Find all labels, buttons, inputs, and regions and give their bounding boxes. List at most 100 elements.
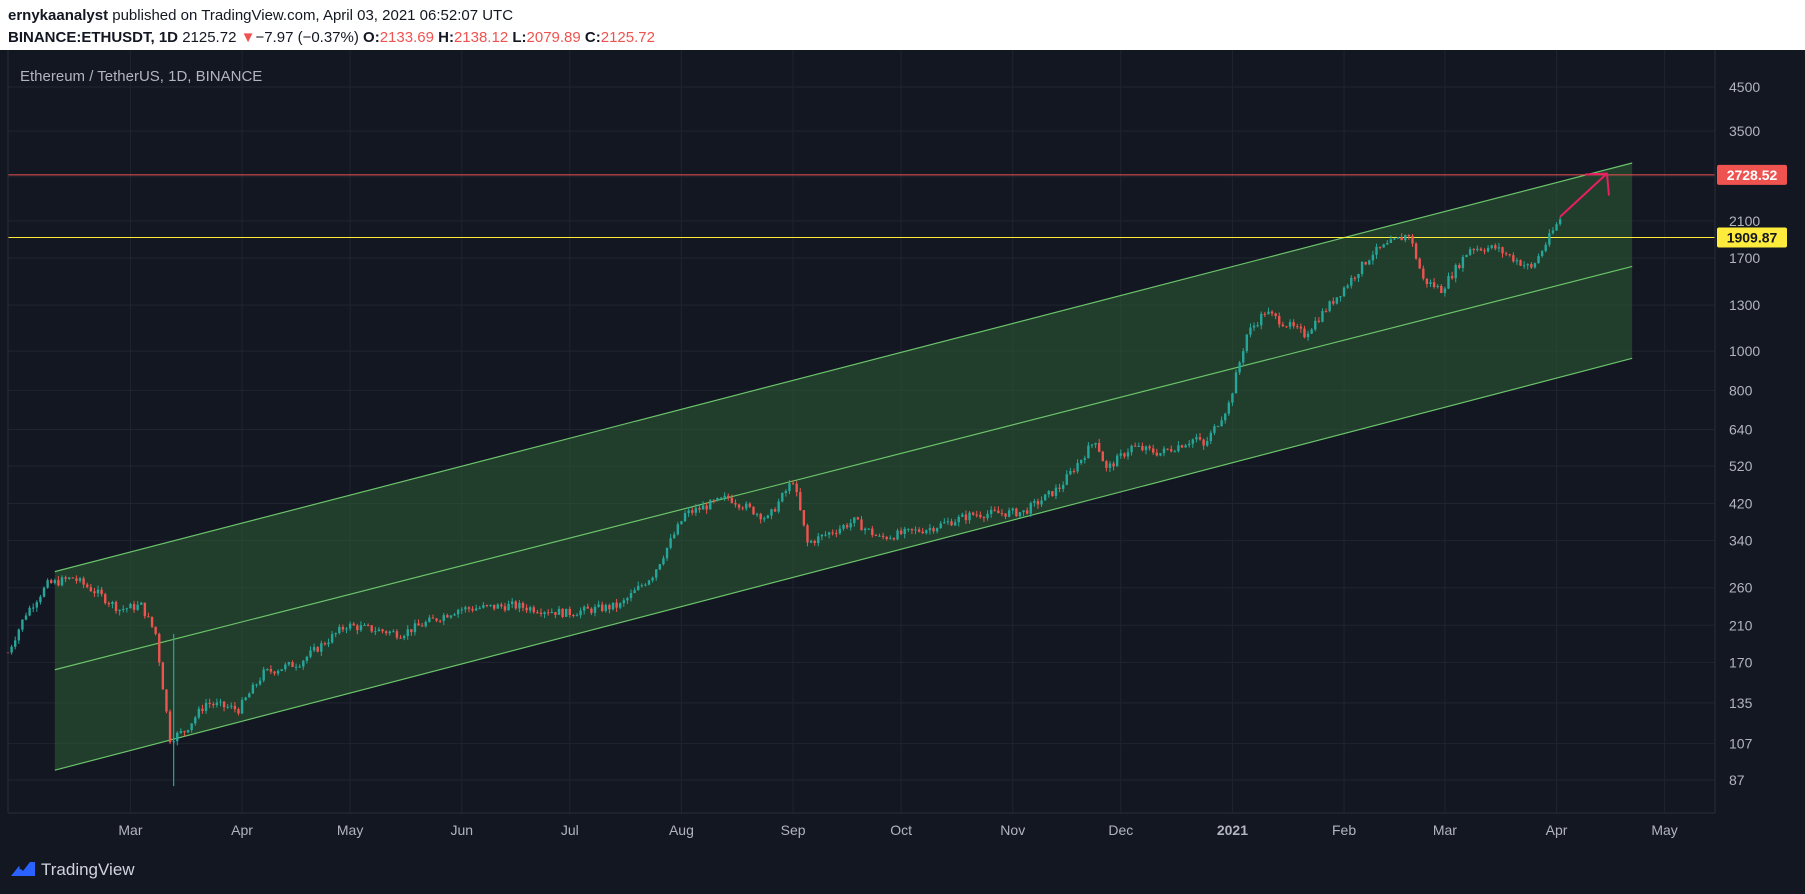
candle-body xyxy=(1533,263,1537,268)
candle-body xyxy=(1328,301,1331,312)
candle-body xyxy=(24,615,28,620)
candle-body xyxy=(914,529,917,531)
chart-canvas[interactable]: 4500350027002100170013001000800640520420… xyxy=(0,50,1805,847)
candle-body xyxy=(979,514,982,518)
candle-body xyxy=(1292,322,1295,327)
price-axis-tick-label: 640 xyxy=(1729,422,1753,438)
candle-body xyxy=(741,507,744,509)
candle-body xyxy=(122,609,125,611)
candle-body xyxy=(460,609,463,611)
candle-body xyxy=(1206,441,1209,446)
candle-body xyxy=(143,602,147,617)
candle-body xyxy=(1332,301,1335,304)
candle-body xyxy=(1508,254,1511,256)
candle-body xyxy=(1115,455,1119,467)
candle-body xyxy=(874,535,878,537)
candle-body xyxy=(194,717,197,724)
candle-body xyxy=(17,629,21,641)
tradingview-logo-icon[interactable] xyxy=(10,859,36,879)
candle-body xyxy=(118,609,121,612)
candle-body xyxy=(1263,313,1267,315)
candle-body xyxy=(586,606,590,609)
candle-body xyxy=(222,701,226,708)
candle-body xyxy=(734,502,737,505)
candle-body xyxy=(615,602,618,608)
candle-body xyxy=(1069,470,1072,475)
candle-body xyxy=(111,602,114,605)
candle-body xyxy=(1004,513,1007,517)
time-axis-tick-label: Oct xyxy=(890,822,912,838)
candle-body xyxy=(348,623,352,629)
price-axis-tick-label: 3500 xyxy=(1729,123,1760,139)
candle-body xyxy=(564,608,568,617)
candle-body xyxy=(997,510,1000,514)
candle-body xyxy=(1123,453,1126,457)
channel-line-mid xyxy=(54,265,1633,671)
channel-line-upper xyxy=(54,162,1633,573)
candle-body xyxy=(237,709,240,714)
candle-body xyxy=(215,702,219,706)
candle-body xyxy=(755,513,759,515)
candle-body xyxy=(946,521,950,523)
candle-body xyxy=(532,607,535,613)
candle-body xyxy=(75,578,78,581)
candle-body xyxy=(716,497,719,501)
candle-body xyxy=(176,732,179,742)
time-axis-tick-label: Jun xyxy=(450,822,473,838)
candle-body xyxy=(1443,288,1447,294)
candle-body xyxy=(766,515,770,519)
candle-body xyxy=(1461,257,1465,269)
candle-body xyxy=(1007,510,1011,517)
candle-body xyxy=(435,618,438,621)
candle-body xyxy=(154,626,157,634)
candle-body xyxy=(1371,254,1375,261)
candle-body xyxy=(1378,246,1382,248)
time-axis-tick-label: Mar xyxy=(1433,822,1457,838)
price-axis-tick-label: 1700 xyxy=(1729,250,1760,266)
candle-body xyxy=(1227,402,1231,414)
open-value: 2133.69 xyxy=(379,29,434,46)
candle-body xyxy=(629,593,633,599)
candle-body xyxy=(1555,224,1558,231)
candle-body xyxy=(546,612,550,614)
candle-body xyxy=(773,509,777,512)
candle-body xyxy=(1472,249,1475,251)
candle-body xyxy=(867,528,870,530)
candle-body xyxy=(971,512,975,515)
candle-body xyxy=(1260,313,1263,326)
candle-body xyxy=(370,625,373,632)
candle-body xyxy=(190,723,193,731)
candle-body xyxy=(691,510,694,513)
candle-body xyxy=(1418,258,1421,269)
candle-body xyxy=(384,631,388,634)
candle-body xyxy=(1368,260,1371,265)
publisher-name[interactable]: ernykaanalyst xyxy=(8,7,109,24)
candle-body xyxy=(1202,439,1205,446)
price-chart[interactable]: 4500350027002100170013001000800640520420… xyxy=(0,50,1805,847)
candle-body xyxy=(327,642,330,645)
candle-body xyxy=(1436,285,1439,287)
candle-body xyxy=(219,701,222,703)
candle-body xyxy=(1159,453,1162,456)
candle-body xyxy=(251,684,255,694)
candle-body xyxy=(907,528,910,530)
candle-body xyxy=(903,528,906,535)
candle-body xyxy=(1274,313,1277,316)
candle-body xyxy=(845,525,849,528)
candle-body xyxy=(140,602,143,605)
candle-body xyxy=(104,594,107,604)
candle-body xyxy=(550,612,553,614)
candle-body xyxy=(899,530,903,535)
candle-body xyxy=(986,513,989,519)
candle-body xyxy=(125,608,129,610)
candle-body xyxy=(273,671,276,674)
candle-body xyxy=(683,513,687,522)
candle-body xyxy=(35,602,39,608)
candle-body xyxy=(42,587,46,597)
candle-body xyxy=(1450,276,1454,279)
candle-body xyxy=(1285,326,1288,328)
tradingview-brand[interactable]: TradingView xyxy=(41,860,135,879)
candle-body xyxy=(388,631,391,634)
candle-body xyxy=(46,580,49,588)
candle-body xyxy=(100,589,103,595)
